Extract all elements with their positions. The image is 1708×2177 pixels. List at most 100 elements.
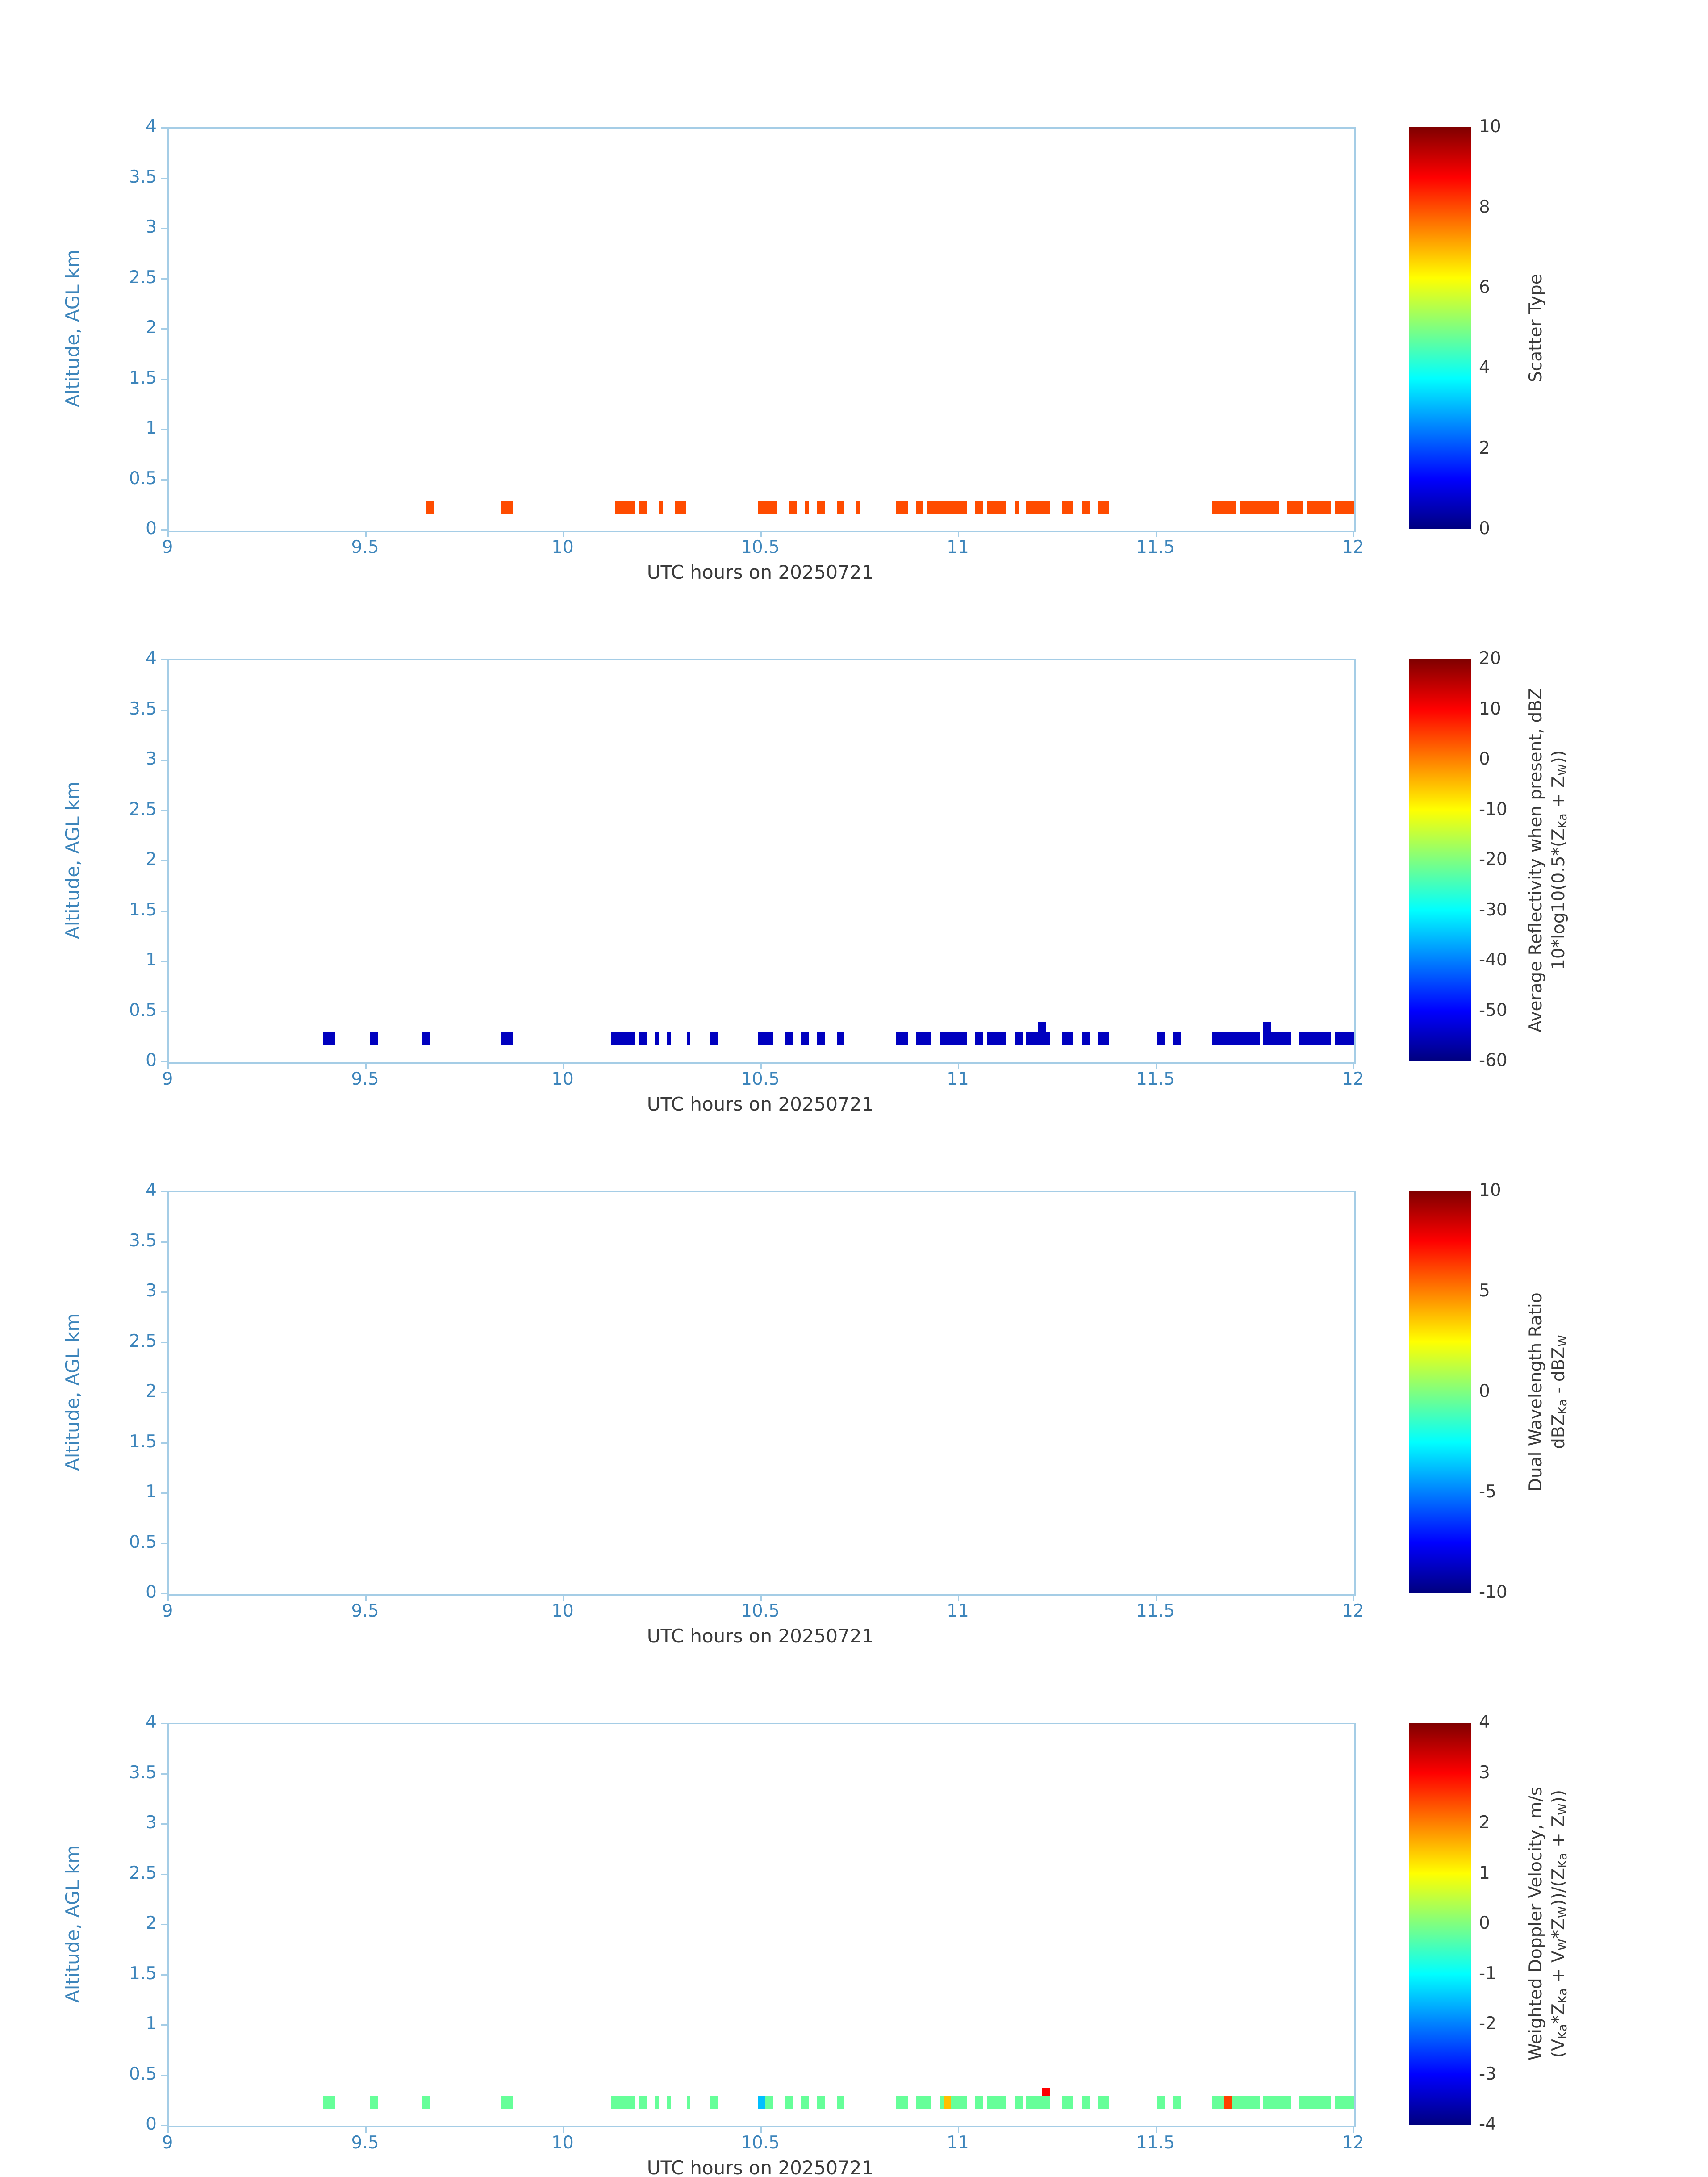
data-mark — [686, 1032, 691, 1045]
data-mark — [765, 2096, 773, 2109]
x-tick-label: 10.5 — [741, 1069, 780, 1089]
data-mark — [785, 1032, 793, 1045]
colorbar-title-line: Weighted Doppler Velocity, m/s — [1526, 1787, 1546, 2061]
data-mark — [1026, 500, 1050, 514]
y-axis-label: Altitude, AGL km — [62, 1845, 84, 2003]
data-mark — [805, 500, 809, 514]
data-mark — [987, 500, 1007, 514]
y-tick-label: 1.5 — [129, 368, 157, 388]
x-tick-label: 9 — [162, 2133, 173, 2153]
x-tick-mark — [958, 2126, 959, 2133]
data-mark — [655, 2096, 659, 2109]
x-tick-label: 11.5 — [1136, 1069, 1175, 1089]
x-tick-mark — [958, 531, 959, 537]
data-mark — [1157, 1032, 1165, 1045]
x-tick-mark — [167, 1594, 169, 1601]
plot-area-weighted-doppler-velocity — [167, 1723, 1356, 2127]
colorbar-tick-label: 3 — [1479, 1762, 1490, 1783]
x-axis-label: UTC hours on 20250721 — [647, 1093, 874, 1115]
y-tick-mark — [161, 961, 167, 962]
data-mark — [370, 1032, 378, 1045]
colorbar-tick-label: 4 — [1479, 1712, 1490, 1732]
colorbar-tick-label: -40 — [1479, 950, 1508, 970]
data-mark — [943, 2096, 952, 2109]
data-mark — [655, 1032, 659, 1045]
data-mark — [639, 1032, 647, 1045]
data-mark — [817, 2096, 825, 2109]
colorbar-tick-label: -20 — [1479, 849, 1508, 869]
data-mark — [896, 1032, 908, 1045]
y-tick-mark — [161, 1291, 167, 1293]
x-tick-mark — [563, 2126, 564, 2133]
chart-panel-average-reflectivity: 0 0.5 1 1.5 2 2.5 3 3.5 4 9 9.5 10 10.5 11 11.5 12 UTC h… — [0, 648, 1708, 1191]
y-tick-mark — [161, 177, 167, 179]
data-mark — [710, 1032, 718, 1045]
x-tick-mark — [760, 1062, 762, 1069]
data-mark — [501, 500, 513, 514]
y-tick-label: 3 — [146, 217, 157, 237]
data-mark — [975, 500, 983, 514]
data-mark — [915, 500, 924, 514]
data-mark — [1157, 2096, 1165, 2109]
y-tick-label: 0 — [146, 1582, 157, 1602]
data-mark — [1026, 2096, 1050, 2109]
y-tick-mark — [161, 1873, 167, 1875]
y-tick-mark — [161, 1442, 167, 1444]
colorbar-tick-label: -10 — [1479, 799, 1508, 819]
y-tick-mark — [161, 810, 167, 811]
data-mark — [639, 500, 647, 514]
x-tick-mark — [1155, 531, 1157, 537]
plot-area-scatter-type — [167, 127, 1356, 532]
colorbar-tick-label: 6 — [1479, 277, 1490, 297]
colorbar-tick-label: 10 — [1479, 698, 1501, 719]
data-mark — [1082, 2096, 1090, 2109]
data-mark — [710, 2096, 718, 2109]
data-mark — [987, 2096, 1007, 2109]
x-tick-mark — [167, 1062, 169, 1069]
colorbar-tick-label: -50 — [1479, 1000, 1508, 1020]
x-tick-mark — [563, 531, 564, 537]
colorbar-tick-label: 20 — [1479, 648, 1501, 669]
data-mark — [785, 2096, 793, 2109]
y-tick-label: 1.5 — [129, 1431, 157, 1452]
y-tick-label: 1.5 — [129, 899, 157, 920]
colorbar-title: Dual Wavelength Ratio dBZKa - dBZW — [1524, 1191, 1574, 1593]
data-mark — [1014, 500, 1019, 514]
y-tick-label: 2.5 — [129, 1331, 157, 1351]
x-tick-mark — [1353, 1062, 1354, 1069]
x-tick-label: 10 — [551, 2133, 574, 2153]
chart-panel-weighted-doppler-velocity: 0 0.5 1 1.5 2 2.5 3 3.5 4 9 9.5 10 10.5 11 11.5 12 UTC h… — [0, 1712, 1708, 2177]
y-tick-mark — [161, 429, 167, 430]
data-mark — [1038, 1022, 1046, 1045]
x-tick-label: 11.5 — [1136, 2133, 1175, 2153]
data-mark — [1334, 2096, 1354, 2109]
plot-area-average-reflectivity — [167, 659, 1356, 1064]
data-mark — [1334, 500, 1354, 514]
colorbar-tick-label: 0 — [1479, 518, 1490, 539]
x-tick-label: 10 — [551, 537, 574, 557]
colorbar-tick-label: -1 — [1479, 1963, 1496, 1984]
data-mark — [422, 2096, 430, 2109]
data-mark — [1097, 1032, 1110, 1045]
x-axis-label: UTC hours on 20250721 — [647, 1625, 874, 1647]
x-tick-label: 9.5 — [351, 1069, 379, 1089]
colorbar-tick-label: 1 — [1479, 1863, 1490, 1883]
y-tick-label: 1 — [146, 2014, 157, 2034]
x-tick-label: 11 — [947, 1601, 969, 1621]
data-mark — [856, 500, 860, 514]
data-mark — [1212, 2096, 1260, 2109]
data-mark — [323, 1032, 335, 1045]
x-tick-mark — [365, 531, 367, 537]
colorbar-title-line: Scatter Type — [1526, 274, 1546, 383]
data-mark — [896, 2096, 908, 2109]
data-mark — [801, 1032, 809, 1045]
colorbar-title-line: 10*log10(0.5*(ZKa + ZW)) — [1549, 750, 1570, 970]
x-tick-label: 12 — [1342, 1601, 1364, 1621]
data-mark — [1062, 500, 1074, 514]
x-tick-mark — [958, 1594, 959, 1601]
x-tick-mark — [760, 2126, 762, 2133]
data-mark — [1172, 1032, 1181, 1045]
y-tick-label: 2 — [146, 1381, 157, 1401]
y-tick-label: 1 — [146, 418, 157, 438]
colorbar-tick-label: -4 — [1479, 2114, 1496, 2134]
